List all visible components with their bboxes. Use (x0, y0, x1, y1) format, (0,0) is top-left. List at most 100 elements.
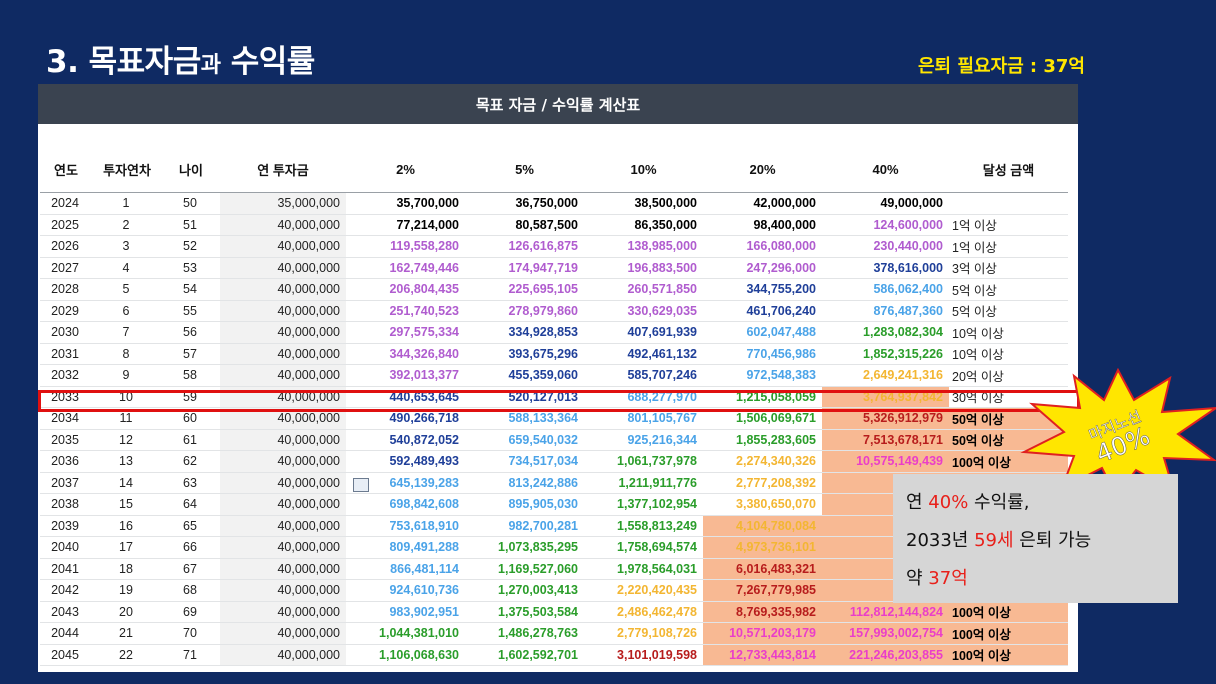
cell-year: 2027 (40, 257, 92, 279)
cell-return-value: 2,274,340,326 (703, 450, 822, 473)
cell-period: 2 (92, 214, 162, 236)
cell-period: 7 (92, 321, 162, 344)
cell-age: 61 (162, 429, 220, 451)
cell-return-value: 124,600,000 (822, 214, 949, 236)
cell-annual-investment: 40,000,000 (220, 278, 346, 301)
cell-return-value: 7,267,779,985 (703, 579, 822, 602)
cell-return-value: 925,216,344 (584, 429, 703, 451)
callout-text: 약 (906, 568, 929, 589)
cell-achieved-amount: 20억 이상 (949, 364, 1068, 387)
column-header: 연도 (40, 146, 92, 193)
cell-period: 19 (92, 579, 162, 602)
cell-age: 52 (162, 235, 220, 258)
callout-line-1: 연 40% 수익률, (906, 488, 1029, 514)
sheet-title: 목표 자금 / 수익률 계산표 (38, 84, 1078, 124)
cell-achieved-amount: 3억 이상 (949, 257, 1068, 279)
cell-return-value: 157,993,002,754 (822, 622, 949, 645)
cell-return-value: 5,326,912,979 (822, 407, 949, 430)
cell-return-value: 1,978,564,031 (584, 558, 703, 580)
cell-year: 2033 (40, 386, 92, 408)
callout-text: 2033년 (906, 530, 975, 551)
cell-annual-investment: 35,000,000 (220, 192, 346, 215)
cell-period: 12 (92, 429, 162, 451)
cell-return-value: 2,486,462,478 (584, 601, 703, 623)
cell-annual-investment: 40,000,000 (220, 257, 346, 279)
cell-age: 50 (162, 192, 220, 215)
callout-line-3: 약 37억 (906, 564, 968, 590)
cell-annual-investment: 40,000,000 (220, 601, 346, 623)
cell-return-value: 206,804,435 (346, 278, 465, 301)
cell-return-value: 1,375,503,584 (465, 601, 584, 623)
cell-age: 55 (162, 300, 220, 322)
cell-return-value: 344,326,840 (346, 343, 465, 365)
cell-year: 2041 (40, 558, 92, 580)
cell-return-value: 330,629,035 (584, 300, 703, 322)
table-row: 2031 8 57 40,000,000 344,326,840 393,675,296 4… (40, 343, 1068, 365)
table-row: 2036 13 62 40,000,000 592,489,493 734,517,034… (40, 450, 1068, 473)
cell-return-value: 162,749,446 (346, 257, 465, 279)
cell-return-value: 592,489,493 (346, 450, 465, 473)
cell-return-value: 2,220,420,435 (584, 579, 703, 602)
table-row: 2044 21 70 40,000,000 1,044,381,010 1,486,278… (40, 622, 1068, 645)
cell-age: 57 (162, 343, 220, 365)
cell-period: 9 (92, 364, 162, 387)
column-header: 5% (465, 146, 584, 193)
cell-return-value: 753,618,910 (346, 515, 465, 537)
cell-return-value: 86,350,000 (584, 214, 703, 236)
cell-achieved-amount: 1억 이상 (949, 214, 1068, 236)
cell-annual-investment: 40,000,000 (220, 407, 346, 430)
cell-return-value: 225,695,105 (465, 278, 584, 301)
table-row: 2024 1 50 35,000,000 35,700,000 36,750,000 38,… (40, 192, 1068, 215)
cell-return-value: 119,558,280 (346, 235, 465, 258)
cell-return-value: 1,106,068,630 (346, 644, 465, 666)
column-header: 20% (703, 146, 822, 193)
cell-return-value: 166,080,000 (703, 235, 822, 258)
cell-period: 10 (92, 386, 162, 408)
cell-return-value: 809,491,288 (346, 536, 465, 559)
starburst-badge: 마지노선 40% (1020, 368, 1216, 498)
cell-annual-investment: 40,000,000 (220, 364, 346, 387)
cell-period: 11 (92, 407, 162, 430)
cell-achieved-amount: 50억 이상 (949, 407, 1068, 430)
cell-return-value: 4,973,736,101 (703, 536, 822, 559)
cell-age: 53 (162, 257, 220, 279)
cell-year: 2026 (40, 235, 92, 258)
table-row: 2034 11 60 40,000,000 490,266,718 588,133,364… (40, 407, 1068, 430)
cell-annual-investment: 40,000,000 (220, 644, 346, 666)
cell-age: 66 (162, 536, 220, 559)
cell-return-value: 77,214,000 (346, 214, 465, 236)
cell-period: 18 (92, 558, 162, 580)
cell-return-value: 221,246,203,855 (822, 644, 949, 666)
cell-return-value: 4,104,780,084 (703, 515, 822, 537)
cell-year: 2030 (40, 321, 92, 344)
cell-year: 2043 (40, 601, 92, 623)
cell-age: 59 (162, 386, 220, 408)
cell-return-value: 1,044,381,010 (346, 622, 465, 645)
cell-return-value: 1,283,082,304 (822, 321, 949, 344)
cell-year: 2025 (40, 214, 92, 236)
cell-year: 2042 (40, 579, 92, 602)
memo-icon[interactable] (353, 478, 369, 492)
cell-return-value: 1,061,737,978 (584, 450, 703, 473)
table-row: 2028 5 54 40,000,000 206,804,435 225,695,105 2… (40, 278, 1068, 301)
cell-achieved-amount: 10억 이상 (949, 321, 1068, 344)
cell-age: 56 (162, 321, 220, 344)
table-row: 2026 3 52 40,000,000 119,558,280 126,616,875 1… (40, 235, 1068, 258)
cell-annual-investment: 40,000,000 (220, 214, 346, 236)
cell-return-value: 1,602,592,701 (465, 644, 584, 666)
cell-return-value: 492,461,132 (584, 343, 703, 365)
retirement-goal-label: 은퇴 필요자금 : 37억 (918, 56, 1085, 77)
cell-year: 2024 (40, 192, 92, 215)
table-row: 2032 9 58 40,000,000 392,013,377 455,359,060 5… (40, 364, 1068, 387)
cell-age: 60 (162, 407, 220, 430)
cell-annual-investment: 40,000,000 (220, 536, 346, 559)
cell-return-value: 35,700,000 (346, 192, 465, 215)
cell-period: 5 (92, 278, 162, 301)
cell-annual-investment: 40,000,000 (220, 386, 346, 408)
cell-annual-investment: 40,000,000 (220, 622, 346, 645)
cell-annual-investment: 40,000,000 (220, 343, 346, 365)
cell-year: 2044 (40, 622, 92, 645)
cell-annual-investment: 40,000,000 (220, 321, 346, 344)
cell-return-value: 982,700,281 (465, 515, 584, 537)
callout-emphasis: 37억 (928, 568, 968, 589)
